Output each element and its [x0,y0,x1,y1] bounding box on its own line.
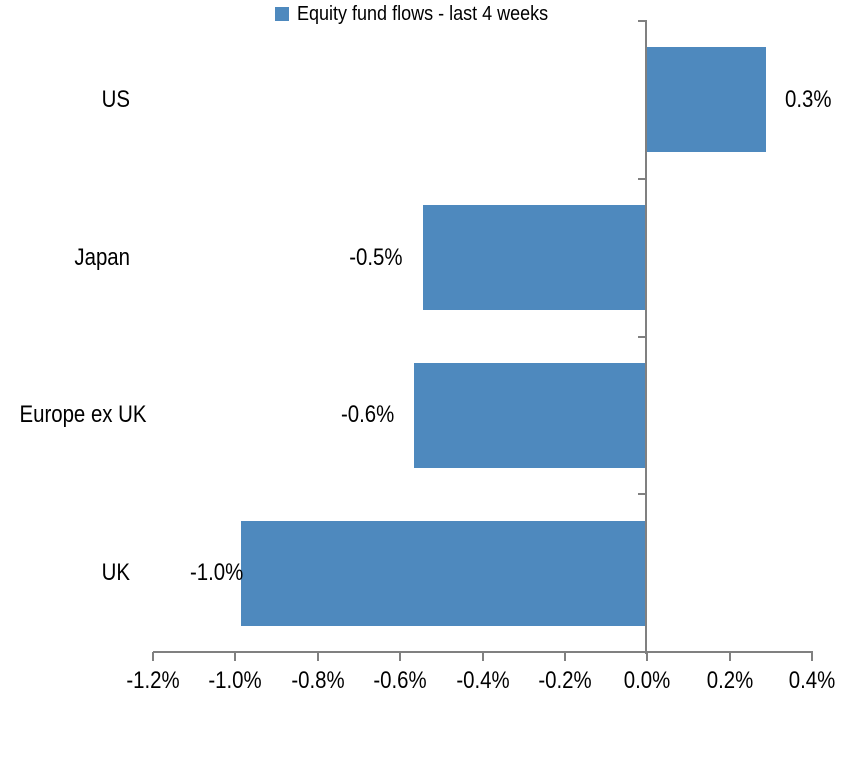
bar-europe-ex-uk [414,362,647,468]
category-label-us: US [101,85,130,113]
legend-marker [275,7,290,21]
bar-us [647,47,767,153]
x-axis-tick-label: 0.0% [623,667,671,694]
data-label-us: 0.3% [785,85,832,113]
x-axis-tick [234,652,237,661]
x-axis-tick-label: -0.2% [538,667,592,694]
x-axis-tick [316,652,319,661]
data-label-europe-ex-uk: -0.6% [340,401,395,429]
x-axis-tick [811,652,813,661]
category-label-japan: Japan [74,243,130,271]
x-axis-tick [563,652,566,661]
x-axis-tick-label: 0.4% [788,667,836,694]
category-axis-tick [638,20,647,22]
category-label-uk: UK [101,559,130,587]
x-axis-line [153,651,813,653]
x-axis-tick-label: -1.0% [208,667,263,694]
data-label-japan: -0.5% [349,243,403,271]
x-axis-tick [646,652,649,661]
x-axis-tick [399,652,402,661]
category-axis-tick [638,177,647,180]
bar-uk [241,520,647,626]
zero-axis-line [645,21,647,654]
x-axis-tick-label: -0.4% [455,667,510,694]
bar-japan [422,205,647,311]
x-axis-tick-label: -0.8% [291,667,345,694]
data-label-uk: -1.0% [189,559,244,587]
x-axis-tick [481,652,484,661]
category-axis-tick [638,335,647,338]
category-axis-tick [638,493,647,496]
category-label-europe-ex-uk: Europe ex UK [19,401,147,429]
legend-label: Equity fund flows - last 4 weeks [297,2,549,25]
x-axis-tick-label: 0.2% [706,667,753,694]
x-axis-tick [152,652,154,661]
legend: Equity fund flows - last 4 weeks [0,0,852,28]
x-axis-tick [728,652,731,661]
x-axis-tick-label: -1.2% [126,667,180,694]
x-axis-tick-label: -0.6% [373,667,427,694]
